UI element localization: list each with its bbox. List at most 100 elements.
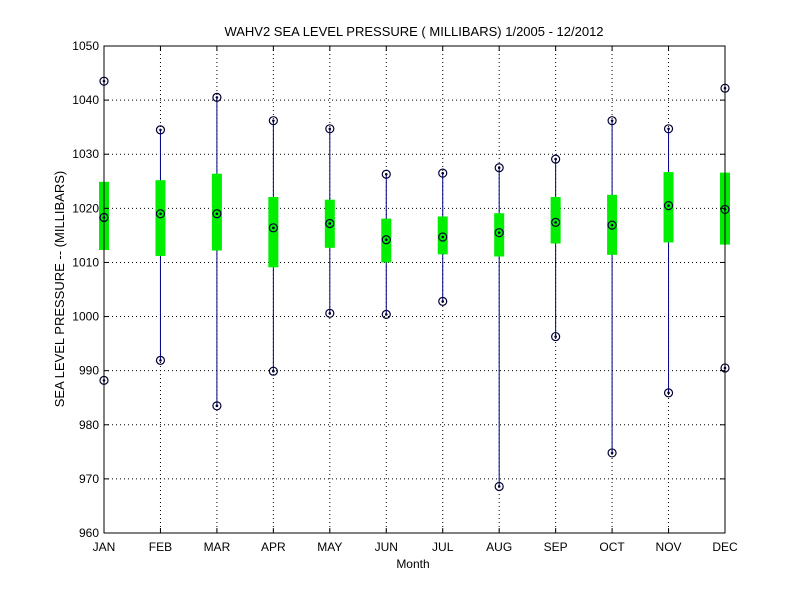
- max-marker-ring: [494, 163, 504, 173]
- mean-marker-ring: [551, 217, 561, 228]
- y-tick-label: 1020: [72, 201, 99, 215]
- month-box-feb: [155, 125, 166, 365]
- x-tick-label: SEP: [544, 540, 568, 554]
- mean-marker: [159, 212, 162, 216]
- y-tick-label: 990: [79, 364, 99, 378]
- x-tick-label: FEB: [149, 540, 172, 554]
- max-marker: [441, 171, 445, 175]
- mean-marker-ring: [268, 223, 278, 233]
- min-marker-ring: [438, 296, 448, 307]
- min-marker: [554, 335, 557, 338]
- max-marker: [328, 127, 332, 131]
- min-marker: [441, 300, 445, 303]
- mean-marker-ring: [607, 220, 617, 230]
- iqr-box: [663, 172, 674, 243]
- mean-marker-ring: [325, 218, 335, 229]
- max-marker-ring: [325, 124, 335, 134]
- min-marker: [610, 451, 614, 455]
- max-marker: [497, 166, 501, 170]
- mean-marker: [272, 226, 275, 230]
- max-marker: [272, 119, 275, 122]
- max-marker-ring: [381, 169, 391, 179]
- y-tick-label: 1050: [72, 39, 99, 53]
- plot-frame: [103, 45, 726, 534]
- month-box-jun: [381, 169, 392, 319]
- min-marker-ring: [494, 481, 504, 492]
- max-marker: [554, 157, 557, 161]
- max-marker: [667, 127, 670, 131]
- max-marker-ring: [607, 116, 617, 126]
- min-marker-ring: [663, 388, 674, 398]
- mean-marker-ring: [381, 235, 391, 245]
- min-marker-ring: [212, 401, 222, 411]
- x-tick-label: JUN: [375, 540, 398, 554]
- y-tick-label: 970: [79, 472, 99, 486]
- x-tick-label: OCT: [599, 540, 625, 554]
- x-tick-label: JAN: [93, 540, 116, 554]
- month-box-nov: [663, 124, 674, 398]
- x-tick-label: APR: [261, 540, 286, 554]
- max-marker-ring: [663, 124, 674, 134]
- mean-marker: [328, 222, 332, 225]
- mean-marker: [554, 221, 557, 224]
- tick-layer: 960 970 980 990 1000 1010 1020 1030 1040 1050 JAN F…: [72, 39, 738, 554]
- min-marker: [384, 313, 388, 316]
- x-axis-label: Month: [396, 557, 429, 571]
- mean-marker: [497, 231, 501, 234]
- iqr-box: [437, 216, 448, 255]
- min-marker: [667, 391, 670, 395]
- month-box-aug: [494, 163, 505, 492]
- mean-marker: [384, 238, 388, 242]
- mean-marker-ring: [494, 228, 504, 238]
- min-marker: [497, 485, 501, 488]
- min-marker-ring: [325, 308, 335, 318]
- max-marker: [215, 96, 219, 99]
- mean-marker: [610, 223, 614, 227]
- max-marker: [384, 172, 388, 176]
- mean-marker-ring: [663, 201, 674, 211]
- x-tick-label: MAY: [317, 540, 342, 554]
- x-tick-label: AUG: [486, 540, 512, 554]
- mean-marker: [215, 212, 219, 216]
- month-box-mar: [211, 92, 222, 411]
- min-marker: [215, 404, 219, 408]
- y-tick-label: 1030: [72, 147, 99, 161]
- x-tick-label: JUL: [432, 540, 454, 554]
- max-marker-ring: [212, 92, 222, 103]
- mean-marker-ring: [155, 209, 166, 219]
- max-marker-ring: [268, 116, 278, 126]
- y-tick-label: 960: [79, 526, 99, 540]
- min-marker-ring: [155, 355, 166, 365]
- y-tick-label: 1040: [72, 93, 99, 107]
- iqr-box: [211, 173, 222, 251]
- mean-marker-ring: [438, 232, 448, 242]
- month-box-apr: [268, 116, 279, 376]
- x-tick-label: NOV: [656, 540, 682, 554]
- month-box-oct: [607, 116, 618, 458]
- min-marker-ring: [551, 331, 561, 342]
- min-marker-ring: [607, 448, 617, 458]
- y-tick-label: 980: [79, 418, 99, 432]
- max-marker-ring: [438, 168, 448, 178]
- iqr-box: [550, 196, 561, 244]
- max-marker: [159, 128, 162, 132]
- iqr-box: [494, 213, 505, 257]
- min-marker: [328, 312, 332, 315]
- min-marker: [272, 369, 275, 373]
- max-marker-ring: [551, 154, 561, 164]
- y-tick-label: 1010: [72, 255, 99, 269]
- x-tick-label: MAR: [204, 540, 231, 554]
- month-box-may: [324, 124, 335, 318]
- max-marker: [610, 119, 614, 122]
- mean-marker: [441, 235, 445, 239]
- month-box-sep: [550, 154, 561, 342]
- plot-background: [104, 46, 725, 533]
- x-tick-label: DEC: [712, 540, 738, 554]
- chart-title: WAHV2 SEA LEVEL PRESSURE ( MILLIBARS) 1/…: [224, 24, 603, 39]
- max-marker-ring: [155, 125, 166, 135]
- mean-marker-ring: [212, 209, 222, 219]
- min-marker-ring: [268, 366, 278, 376]
- month-box-jul: [437, 168, 448, 307]
